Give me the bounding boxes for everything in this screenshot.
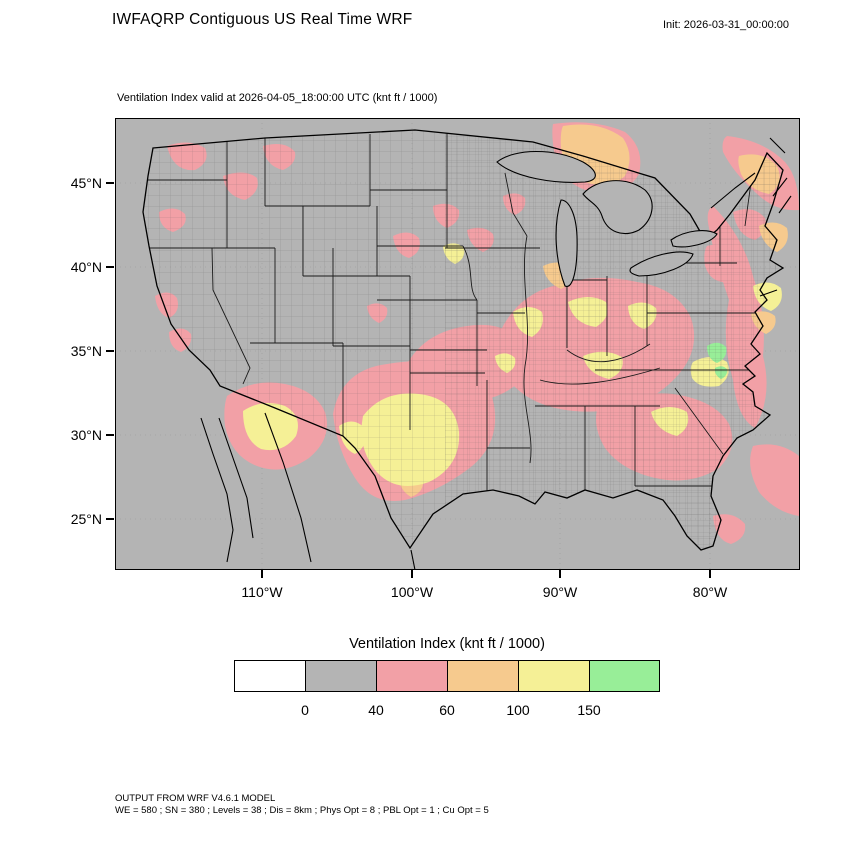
us-ventilation-map <box>115 118 800 571</box>
great-lakes <box>496 150 718 287</box>
legend-title: Ventilation Index (knt ft / 1000) <box>349 636 545 652</box>
x-tick-label-110w: 110°W <box>241 584 283 600</box>
x-tick-mark <box>559 570 561 578</box>
x-tick-mark <box>709 570 711 578</box>
us-outline <box>142 129 785 551</box>
legend-swatch-1 <box>305 660 377 692</box>
y-tick-mark <box>106 266 114 268</box>
y-tick-label-35n: 35°N <box>70 343 102 359</box>
legend-tick-label-60: 60 <box>439 702 455 718</box>
legend-swatch-4 <box>518 660 590 692</box>
neighbour-coastlines <box>200 137 792 571</box>
y-tick-label-45n: 45°N <box>70 175 102 191</box>
x-tick-mark <box>411 570 413 578</box>
legend-swatch-0 <box>234 660 306 692</box>
legend-tick-label-150: 150 <box>577 702 601 718</box>
legend-swatch-5 <box>589 660 660 692</box>
y-tick-mark <box>106 350 114 352</box>
y-tick-label-25n: 25°N <box>70 511 102 527</box>
legend-tick-label-0: 0 <box>301 702 309 718</box>
y-tick-mark <box>106 518 114 520</box>
legend-colorbar-svg <box>234 660 660 692</box>
legend-swatch-2 <box>376 660 448 692</box>
init-timestamp: Init: 2026-03-31_00:00:00 <box>663 19 789 31</box>
map-subtitle: Ventilation Index valid at 2026-04-05_18… <box>117 92 438 104</box>
y-tick-mark <box>106 182 114 184</box>
x-tick-label-100w: 100°W <box>390 584 434 600</box>
y-tick-label-40n: 40°N <box>70 259 102 275</box>
legend-colorbar <box>234 660 660 697</box>
y-tick-label-30n: 30°N <box>70 427 102 443</box>
legend-tick-label-40: 40 <box>368 702 384 718</box>
legend-swatch-3 <box>447 660 519 692</box>
x-tick-label-80w: 80°W <box>692 584 728 600</box>
x-tick-label-90w: 90°W <box>542 584 578 600</box>
x-tick-mark <box>261 570 263 578</box>
state-boundaries <box>145 132 755 493</box>
page-title: IWFAQRP Contiguous US Real Time WRF <box>112 11 413 28</box>
footer-model-info: OUTPUT FROM WRF V4.6.1 MODEL <box>115 793 276 804</box>
legend-tick-label-100: 100 <box>506 702 530 718</box>
map-plot <box>115 118 800 571</box>
footer-config-info: WE = 580 ; SN = 380 ; Levels = 38 ; Dis … <box>115 805 489 816</box>
plot-border <box>115 118 800 570</box>
y-tick-mark <box>106 434 114 436</box>
